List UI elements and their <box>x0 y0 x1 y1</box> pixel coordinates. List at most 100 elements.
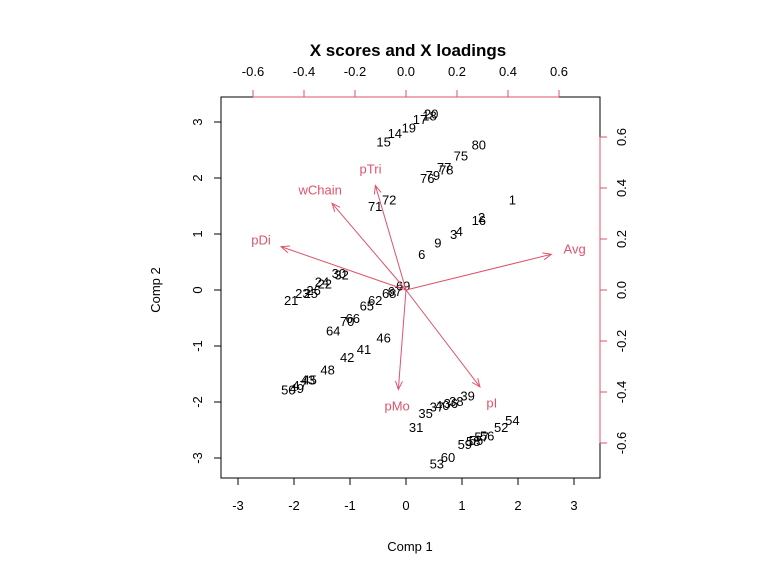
score-label: 23 <box>295 286 309 301</box>
score-label: 40 <box>435 398 449 413</box>
score-label: 60 <box>441 450 455 465</box>
score-label: 25 <box>304 286 318 301</box>
score-label: 3 <box>450 227 457 242</box>
score-label: 43 <box>301 373 315 388</box>
score-label: 22 <box>318 276 332 291</box>
score-label: 6 <box>418 247 425 262</box>
top-tick-label: -0.4 <box>293 64 315 79</box>
loading-label: Avg <box>564 242 586 257</box>
score-label: 21 <box>284 293 298 308</box>
x-tick-label: -2 <box>288 498 300 513</box>
right-tick-label: 0.2 <box>614 230 629 248</box>
score-label: 24 <box>315 275 329 290</box>
loading-arrow <box>331 202 407 291</box>
score-label: 31 <box>409 420 423 435</box>
score-label: 45 <box>302 373 316 388</box>
score-label: 75 <box>454 149 468 164</box>
y-tick-label: -2 <box>190 396 205 408</box>
x-tick-label: 0 <box>402 498 409 513</box>
loading-label: pI <box>486 395 497 410</box>
arrowhead-icon <box>373 184 382 195</box>
x-tick-label: 3 <box>570 498 577 513</box>
score-label: 68 <box>382 286 396 301</box>
x-tick-label: 2 <box>514 498 521 513</box>
score-label: 54 <box>505 413 519 428</box>
score-label: 39 <box>460 388 474 403</box>
arrowhead-icon <box>471 378 481 388</box>
score-label: 46 <box>376 331 390 346</box>
y-tick-label: 1 <box>190 230 205 237</box>
loading-vectors: Avg pDi wChain pTri pMo pI <box>251 162 585 414</box>
y-tick-label: 2 <box>190 174 205 181</box>
y-tick-label: 0 <box>190 286 205 293</box>
score-label: 19 <box>402 121 416 136</box>
score-label: 58 <box>466 434 480 449</box>
score-label: 64 <box>326 323 340 338</box>
loading-label: pDi <box>251 233 271 248</box>
score-label: 62 <box>368 293 382 308</box>
x-tick-label: -1 <box>344 498 356 513</box>
score-label: 32 <box>334 267 348 282</box>
loading-arrow <box>405 289 481 388</box>
score-label: 49 <box>290 381 304 396</box>
score-label: 78 <box>439 163 453 178</box>
score-label: 30 <box>332 266 346 281</box>
arrowhead-icon <box>542 252 553 261</box>
score-label: 72 <box>382 192 396 207</box>
right-tick-label: 0.4 <box>614 179 629 197</box>
score-label: 9 <box>434 235 441 250</box>
loading-arrow <box>280 246 407 291</box>
score-label: 35 <box>418 406 432 421</box>
top-tick-label: -0.2 <box>344 64 366 79</box>
score-label: 2 <box>478 210 485 225</box>
y-tick-label: -3 <box>190 452 205 464</box>
score-label: 70 <box>340 314 354 329</box>
top-tick-label: 0.6 <box>550 64 568 79</box>
right-tick-label: -0.2 <box>614 330 629 352</box>
score-label: 38 <box>449 394 463 409</box>
right-tick-label: -0.4 <box>614 381 629 403</box>
score-label: 57 <box>474 430 488 445</box>
x-tick-label: -3 <box>232 498 244 513</box>
top-tick-label: 0.4 <box>499 64 517 79</box>
score-label: 50 <box>281 383 295 398</box>
loading-arrow <box>405 253 552 291</box>
score-label: 48 <box>320 363 334 378</box>
loading-label: pTri <box>360 162 382 177</box>
loading-arrow <box>397 289 407 390</box>
top-tick-label: 0.0 <box>397 64 415 79</box>
score-label: 55 <box>469 433 483 448</box>
right-tick-label: -0.6 <box>614 432 629 454</box>
x-axis-top: -0.6 -0.4 -0.2 0.0 0.2 0.4 0.6 <box>242 64 568 98</box>
score-label: 53 <box>430 457 444 472</box>
score-label: 20 <box>424 107 438 122</box>
score-label: 59 <box>458 437 472 452</box>
score-label: 4 <box>456 224 463 239</box>
y-axis-left: -3 -2 -1 0 1 2 3 <box>190 118 222 464</box>
score-label: 47 <box>292 378 306 393</box>
score-label: 52 <box>494 420 508 435</box>
y-tick-label: 3 <box>190 118 205 125</box>
y-tick-label: -1 <box>190 340 205 352</box>
score-label: 1 <box>509 192 516 207</box>
arrowhead-icon <box>331 202 341 213</box>
score-label: 80 <box>472 137 486 152</box>
score-label: 18 <box>422 108 436 123</box>
score-label: 66 <box>346 311 360 326</box>
score-label: 15 <box>376 135 390 150</box>
score-label: 14 <box>388 126 402 141</box>
score-label: 37 <box>430 399 444 414</box>
score-label: 16 <box>472 213 486 228</box>
x-axis-label: Comp 1 <box>387 539 433 554</box>
right-tick-label: 0.6 <box>614 128 629 146</box>
y-axis-right: -0.6 -0.4 -0.2 0.0 0.2 0.4 0.6 <box>599 128 629 454</box>
top-tick-label: 0.2 <box>448 64 466 79</box>
x-axis-bottom: -3 -2 -1 0 1 2 3 <box>232 477 578 513</box>
score-label: 79 <box>426 168 440 183</box>
y-axis-label: Comp 2 <box>148 267 163 313</box>
loading-arrow <box>374 185 407 291</box>
arrowhead-icon <box>279 245 291 254</box>
score-points: 1216349680757778797620181719141572713032… <box>281 107 519 472</box>
arrowhead-icon <box>395 380 403 391</box>
